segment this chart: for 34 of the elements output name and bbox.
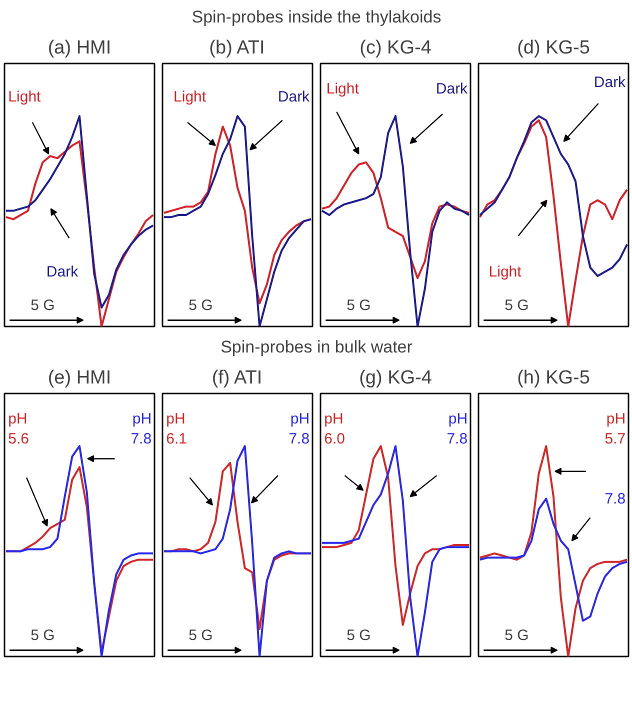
annotation: 5 G	[30, 296, 55, 314]
annotation: 5 G	[346, 296, 371, 314]
text: pH 6.0	[324, 410, 346, 448]
chart-title: (h) KG-5	[517, 368, 590, 388]
annotation: 5 G	[188, 296, 213, 314]
text: pH 5.7	[604, 410, 626, 448]
chart-title: (a) HMI	[48, 38, 112, 58]
text: pH 7.8	[288, 410, 310, 448]
text: 7.8	[604, 490, 626, 508]
chart-title: (f) ATI	[212, 368, 262, 388]
chart-title: (e) HMI	[48, 368, 112, 388]
annotation: 5 G	[504, 296, 529, 314]
text: pH 7.8	[446, 410, 468, 448]
series-label: Dark	[46, 263, 79, 280]
series-label: Light	[174, 88, 207, 106]
text: Dark	[594, 74, 626, 92]
chart-title: (d) KG-5	[517, 38, 590, 58]
annotation: 5 G	[30, 626, 55, 644]
annotation: 5 G	[188, 626, 213, 644]
text: Light	[8, 88, 42, 106]
text: Dark	[436, 80, 468, 98]
text: Light	[488, 263, 522, 280]
text: pH 7.8	[130, 410, 152, 448]
chart-title: (g) KG-4	[359, 368, 432, 388]
text: pH 5.6	[8, 410, 30, 448]
text: Spin-probes in bulk water	[220, 338, 413, 356]
annotation: 5 G	[504, 626, 529, 644]
text: pH 6.1	[166, 410, 188, 448]
text: Dark	[278, 88, 310, 106]
text: Spin-probes inside the thylakoids	[192, 8, 442, 26]
annotation: 5 G	[346, 626, 371, 644]
chart-title: (b) ATI	[209, 38, 265, 58]
text: Light	[326, 80, 360, 98]
chart-title: (c) KG-4	[360, 38, 432, 58]
